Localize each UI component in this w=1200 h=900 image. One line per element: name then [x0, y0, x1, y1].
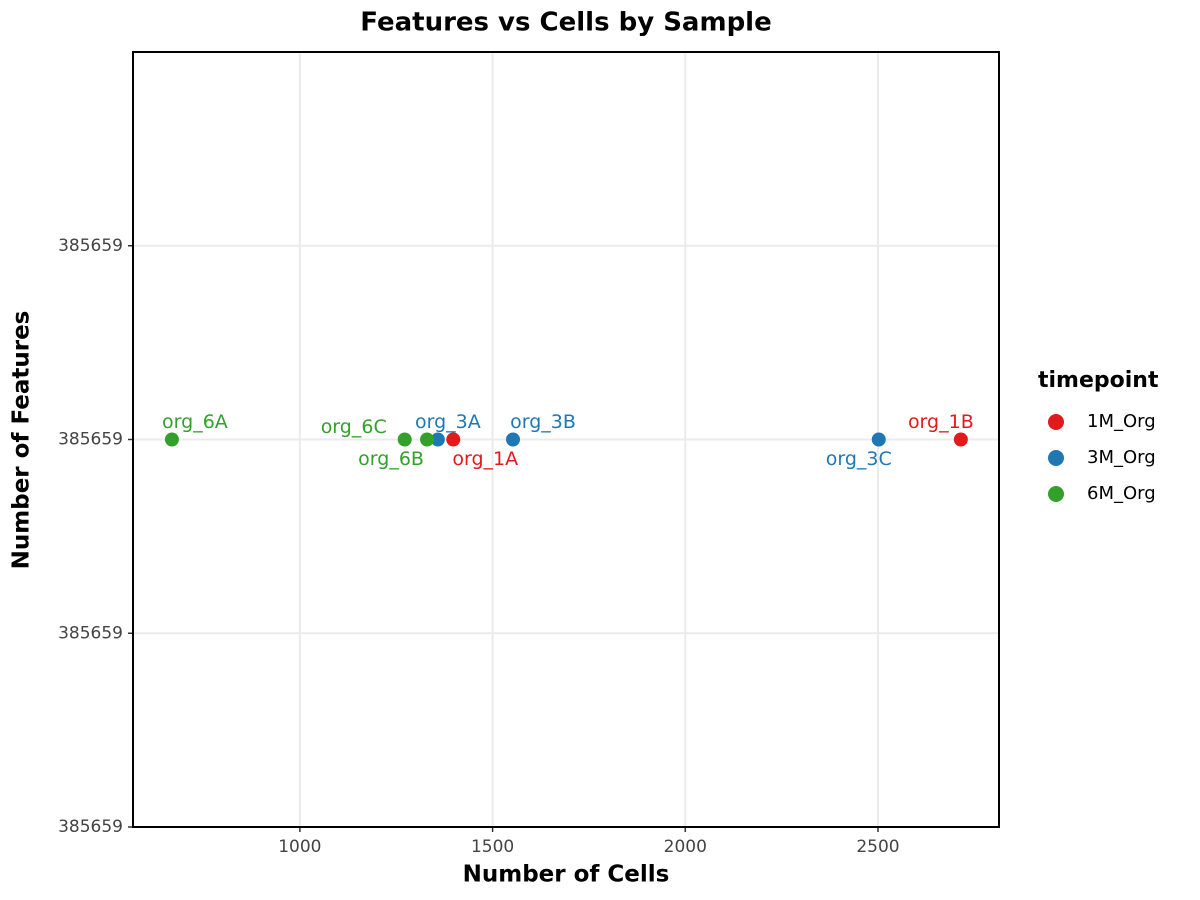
x-axis-title: Number of Cells — [463, 862, 670, 888]
y-axis-title: Number of Features — [9, 311, 35, 570]
plot-border — [132, 51, 1000, 828]
y-tick-label: 385659 — [58, 430, 123, 450]
point — [871, 432, 886, 447]
x-tick-label: 2000 — [664, 837, 707, 857]
point-label: org_3A — [415, 411, 481, 433]
x-tick-label: 1500 — [471, 837, 514, 857]
chart-title: Features vs Cells by Sample — [360, 8, 771, 38]
point-label: org_1A — [452, 448, 518, 470]
legend-label: 3M_Org — [1087, 447, 1156, 468]
point — [506, 432, 521, 447]
legend-label: 6M_Org — [1087, 483, 1156, 504]
x-tick-label: 1000 — [278, 837, 321, 857]
point-label: org_6B — [358, 448, 424, 470]
x-tick-label: 2500 — [856, 837, 899, 857]
point — [420, 432, 435, 447]
point — [430, 432, 445, 447]
point — [164, 432, 179, 447]
point-label: org_3C — [826, 448, 892, 470]
legend-label: 1M_Org — [1087, 411, 1156, 432]
point — [446, 432, 461, 447]
y-tick-label: 385659 — [58, 817, 123, 837]
point — [953, 432, 968, 447]
legend-title: timepoint — [1038, 368, 1159, 393]
point-label: org_1B — [908, 411, 974, 433]
point — [397, 432, 412, 447]
legend-swatch — [1048, 414, 1064, 430]
y-tick-label: 385659 — [58, 623, 123, 643]
legend-swatch — [1048, 450, 1064, 466]
legend-swatch — [1048, 486, 1064, 502]
point-label: org_3B — [510, 411, 576, 433]
y-tick-label: 385659 — [58, 236, 123, 256]
point-label: org_6C — [321, 416, 387, 438]
point-label: org_6A — [162, 411, 228, 433]
